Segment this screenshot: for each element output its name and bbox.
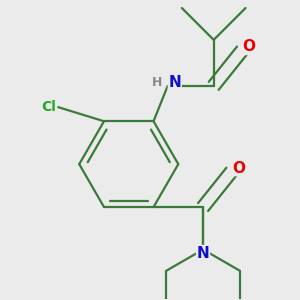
Text: N: N — [197, 246, 209, 261]
Text: N: N — [168, 75, 181, 90]
Text: Cl: Cl — [42, 100, 57, 114]
Text: O: O — [232, 160, 245, 175]
Text: H: H — [152, 76, 162, 89]
Text: O: O — [243, 39, 256, 54]
